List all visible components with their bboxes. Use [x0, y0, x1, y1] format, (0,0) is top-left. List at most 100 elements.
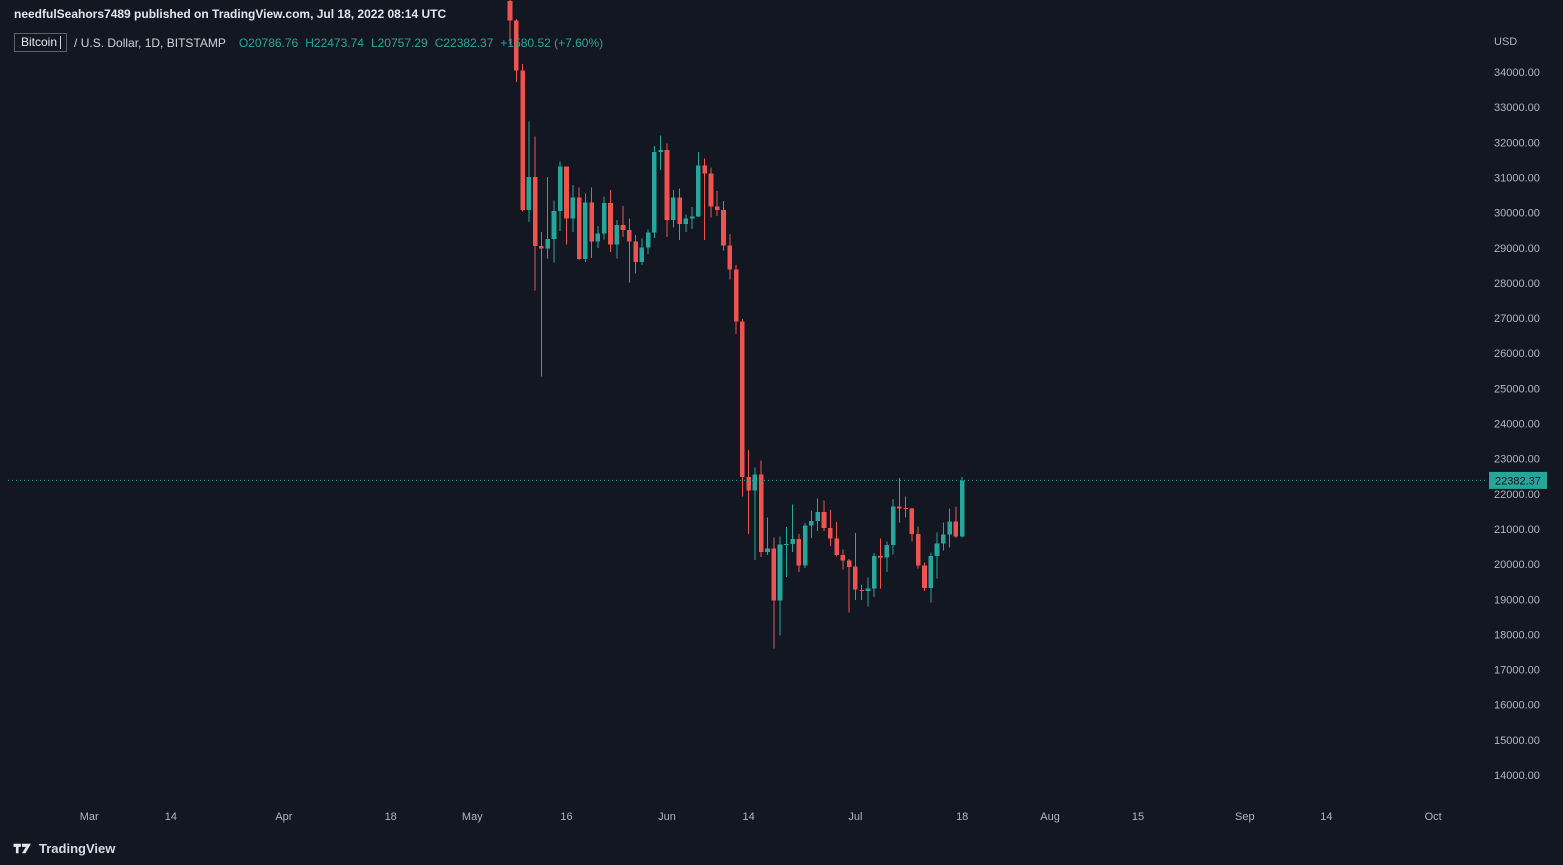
candle[interactable] — [689, 207, 695, 229]
candle[interactable] — [576, 187, 582, 260]
candle[interactable] — [551, 200, 557, 263]
candles-layer[interactable] — [507, 0, 965, 649]
candle[interactable] — [539, 231, 544, 377]
candle[interactable] — [959, 477, 965, 538]
candle[interactable] — [947, 508, 952, 548]
price-tag-bg — [1489, 471, 1547, 489]
candle[interactable] — [765, 517, 770, 555]
candle[interactable] — [658, 135, 663, 170]
candle[interactable] — [652, 145, 657, 238]
candle[interactable] — [740, 318, 745, 497]
candle[interactable] — [696, 152, 701, 218]
price-scale-currency: USD — [1494, 36, 1517, 48]
candle[interactable] — [890, 499, 896, 555]
candle[interactable] — [859, 584, 864, 600]
candle[interactable] — [809, 510, 814, 539]
time-tick-label: 14 — [165, 811, 177, 823]
candle[interactable] — [614, 220, 620, 259]
candle[interactable] — [708, 167, 714, 218]
time-tick-label: 14 — [742, 811, 754, 823]
candle[interactable] — [714, 190, 720, 216]
candle[interactable] — [953, 506, 959, 539]
candle[interactable] — [941, 522, 946, 551]
candle[interactable] — [796, 533, 802, 572]
candle[interactable] — [514, 19, 519, 83]
price-tick-label: 22000.00 — [1494, 489, 1540, 501]
candle[interactable] — [758, 460, 764, 558]
candle[interactable] — [526, 121, 532, 223]
candle[interactable] — [871, 552, 877, 598]
candle[interactable] — [702, 158, 707, 241]
price-tick-label: 19000.00 — [1494, 594, 1540, 606]
candle[interactable] — [828, 509, 833, 547]
candle[interactable] — [784, 527, 789, 577]
candle[interactable] — [903, 496, 908, 518]
price-tick-label: 27000.00 — [1494, 313, 1540, 325]
price-tick-label: 26000.00 — [1494, 348, 1540, 360]
candle[interactable] — [884, 541, 890, 573]
candle[interactable] — [733, 264, 739, 334]
candle[interactable] — [608, 190, 613, 253]
candle[interactable] — [834, 521, 839, 557]
symbol-input[interactable]: Bitcoin — [14, 33, 68, 52]
candle[interactable] — [627, 218, 632, 283]
candle[interactable] — [595, 226, 601, 248]
candle[interactable] — [897, 478, 902, 523]
candle[interactable] — [790, 504, 795, 552]
candle[interactable] — [727, 234, 733, 280]
footer-brand[interactable]: TradingView — [39, 841, 116, 856]
tradingview-logo-icon[interactable] — [13, 842, 32, 855]
candle[interactable] — [840, 549, 846, 570]
candle[interactable] — [878, 538, 883, 589]
candle[interactable] — [583, 193, 588, 262]
candle[interactable] — [639, 238, 645, 265]
time-tick-label: May — [462, 811, 483, 823]
price-tick-label: 16000.00 — [1494, 700, 1540, 712]
time-tick-label: Sep — [1235, 811, 1255, 823]
price-tick-label: 28000.00 — [1494, 278, 1540, 290]
price-tick-label: 21000.00 — [1494, 524, 1540, 536]
candle[interactable] — [664, 143, 670, 237]
candle[interactable] — [853, 533, 858, 601]
candle[interactable] — [746, 449, 751, 535]
candle[interactable] — [601, 196, 607, 240]
candle[interactable] — [620, 205, 626, 238]
candle[interactable] — [821, 500, 827, 532]
ohlc-close: C22382.37 — [434, 35, 494, 50]
candle[interactable] — [909, 507, 915, 542]
candle[interactable] — [633, 235, 638, 274]
candle[interactable] — [846, 558, 852, 613]
candle[interactable] — [532, 136, 538, 291]
candle[interactable] — [671, 189, 676, 228]
candle[interactable] — [564, 166, 569, 245]
candle[interactable] — [922, 562, 927, 592]
candle[interactable] — [545, 177, 550, 259]
price-tick-label: 33000.00 — [1494, 102, 1540, 114]
price-tick-label: 29000.00 — [1494, 243, 1540, 255]
time-tick-label: 15 — [1132, 811, 1144, 823]
candle[interactable] — [677, 188, 682, 240]
candle[interactable] — [557, 161, 563, 231]
candle[interactable] — [589, 187, 594, 258]
price-scale[interactable]: USD 34000.00 33000.00 32000.00 31000.00 30000… — [1494, 36, 1540, 782]
ohlc-low: L20757.29 — [370, 35, 428, 50]
candle[interactable] — [507, 0, 513, 45]
price-tick-label: 30000.00 — [1494, 208, 1540, 220]
footer-bar: TradingView — [0, 832, 1563, 865]
candle[interactable] — [934, 532, 940, 579]
candle[interactable] — [645, 229, 651, 255]
candle[interactable] — [777, 536, 783, 636]
candle[interactable] — [815, 498, 820, 532]
candle[interactable] — [928, 552, 934, 603]
candle[interactable] — [771, 537, 777, 649]
candle[interactable] — [802, 523, 808, 568]
candle[interactable] — [570, 184, 576, 232]
candle[interactable] — [721, 201, 726, 251]
candle[interactable] — [683, 214, 689, 232]
candle[interactable] — [915, 526, 921, 569]
candle[interactable] — [520, 64, 525, 212]
candle[interactable] — [752, 467, 758, 561]
candle[interactable] — [865, 577, 871, 607]
time-scale[interactable]: Mar 14 Apr 18 May 16 Jun 14 Jul 18 Aug 15 Sep 14 Oct — [80, 811, 1442, 823]
